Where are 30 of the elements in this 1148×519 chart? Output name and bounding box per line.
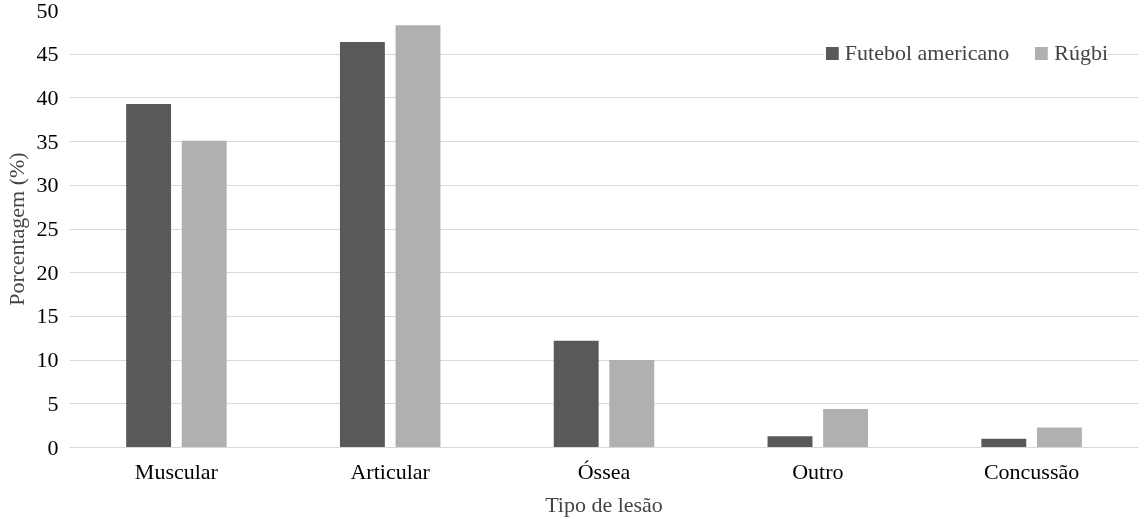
x-tick-label: Articular (350, 458, 431, 484)
x-tick-label: Outro (792, 458, 844, 484)
y-axis-title: Porcentagem (%) (3, 152, 29, 306)
y-tick-label: 35 (36, 128, 59, 154)
y-tick-label: 5 (47, 390, 59, 416)
bar (181, 140, 227, 448)
y-tick-label: 0 (47, 434, 59, 460)
x-tick-label: Concussão (983, 458, 1080, 484)
x-axis-title: Tipo de lesão (545, 491, 663, 517)
y-tick-label: 30 (36, 172, 59, 198)
y-tick-label: 45 (36, 41, 59, 67)
y-tick-label: 25 (36, 216, 59, 241)
x-tick-label: Muscular (134, 458, 219, 484)
bar (126, 104, 172, 448)
y-tick-label: 40 (36, 84, 59, 110)
y-tick-label: 50 (36, 0, 59, 23)
bar (767, 436, 813, 448)
legend-label: Rúgbi (1054, 40, 1108, 66)
bar (339, 41, 385, 448)
y-tick-label: 10 (36, 347, 59, 373)
bar (395, 25, 441, 448)
bar (981, 438, 1027, 448)
bar (823, 409, 869, 448)
y-tick-label: 15 (36, 303, 59, 329)
bar (553, 340, 599, 448)
bar (1036, 427, 1082, 448)
x-tick-label: Óssea (577, 458, 631, 484)
bar (609, 360, 655, 448)
legend-label: Futebol americano (844, 40, 1010, 66)
y-tick-label: 20 (36, 259, 59, 285)
